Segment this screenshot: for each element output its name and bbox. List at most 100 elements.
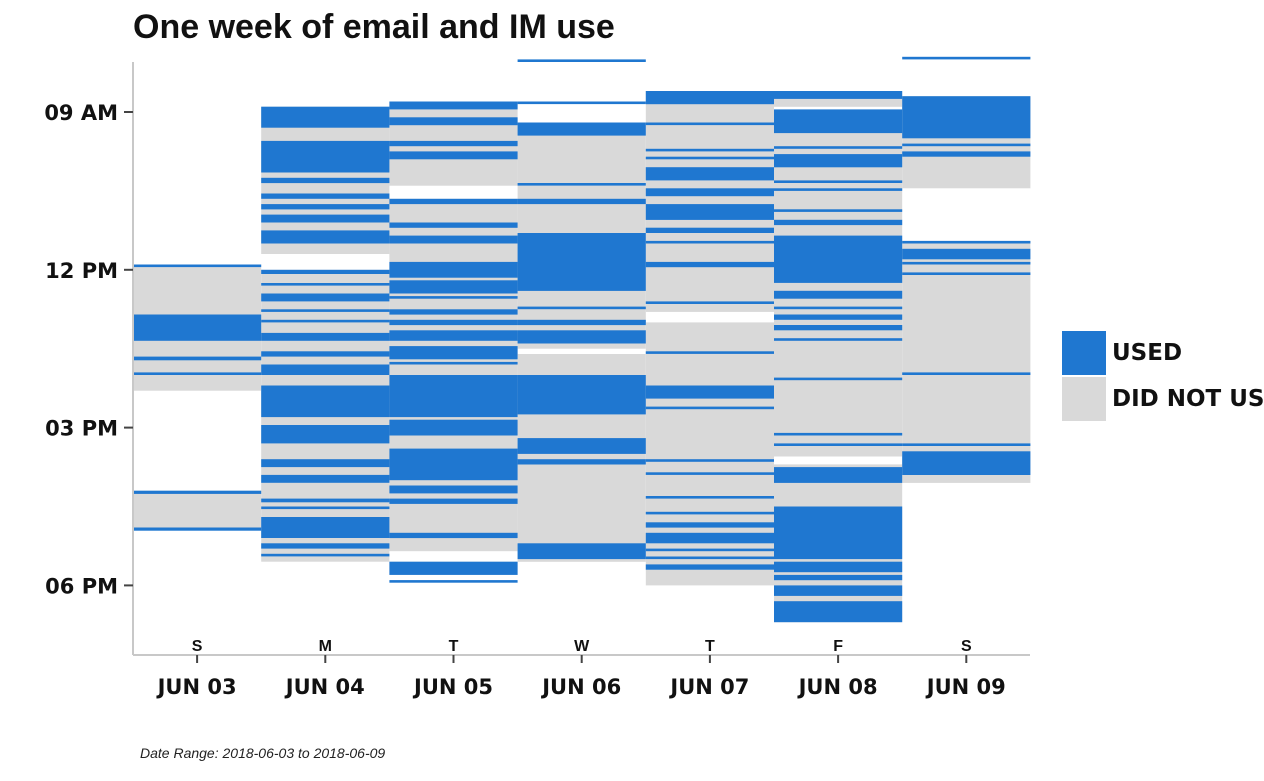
used-cell xyxy=(261,214,390,223)
used-cell xyxy=(261,425,390,444)
used-cell xyxy=(261,364,390,375)
used-cell xyxy=(261,204,390,210)
used-cell xyxy=(261,293,390,302)
used-cell xyxy=(902,151,1031,157)
used-cell xyxy=(774,601,903,623)
used-cell xyxy=(645,459,774,462)
used-cell xyxy=(902,96,1031,139)
used-cell xyxy=(774,338,903,341)
date-tick-label: JUN 08 xyxy=(797,675,878,699)
legend-swatch-used xyxy=(1062,331,1106,375)
used-cell xyxy=(389,280,518,294)
used-cell xyxy=(389,261,518,278)
used-cell xyxy=(902,272,1031,275)
used-cell xyxy=(389,330,518,341)
used-cell xyxy=(261,351,390,357)
used-cell xyxy=(645,167,774,181)
used-cell xyxy=(774,109,903,134)
used-cell xyxy=(902,248,1031,260)
weekday-label: S xyxy=(961,638,972,655)
used-cell xyxy=(774,467,903,483)
used-cell xyxy=(517,198,646,205)
used-cell xyxy=(261,269,390,274)
used-cell xyxy=(517,438,646,454)
used-cell xyxy=(517,543,646,560)
x-axis-ticks: S JUN 03 M JUN 04 T JUN 05 W JUN 06 T JUN 07 F JUN … xyxy=(156,638,1006,699)
used-cell xyxy=(389,101,518,110)
used-cell xyxy=(389,485,518,494)
used-cell xyxy=(774,188,903,191)
date-tick-label: JUN 03 xyxy=(156,675,237,699)
weekday-label: F xyxy=(833,638,843,655)
used-cell xyxy=(645,240,774,244)
weekday-label: M xyxy=(319,638,332,655)
unused-cell xyxy=(774,114,903,457)
used-cell xyxy=(133,264,262,268)
used-cell xyxy=(261,193,390,199)
used-cell xyxy=(645,406,774,410)
used-cell xyxy=(645,227,774,233)
used-cell xyxy=(517,375,646,415)
used-cell xyxy=(774,154,903,168)
used-cell xyxy=(774,146,903,149)
used-cell xyxy=(261,385,390,418)
used-cell xyxy=(774,235,903,283)
used-cell xyxy=(389,532,518,539)
used-cell xyxy=(645,472,774,475)
date-tick-label: JUN 09 xyxy=(925,675,1006,699)
used-cell xyxy=(389,222,518,228)
used-cell xyxy=(389,235,518,244)
used-cell xyxy=(645,188,774,197)
date-tick-label: JUN 07 xyxy=(668,675,749,699)
used-cell xyxy=(389,346,518,360)
date-range-caption: Date Range: 2018-06-03 to 2018-06-09 xyxy=(140,745,386,761)
used-cell xyxy=(645,556,774,560)
used-cell xyxy=(645,148,774,152)
weekday-label: S xyxy=(192,638,203,655)
used-cell xyxy=(902,56,1031,60)
used-cell xyxy=(774,561,903,573)
used-cell xyxy=(261,106,390,128)
chart-title: One week of email and IM use xyxy=(133,8,615,46)
used-cell xyxy=(261,283,390,286)
used-cell xyxy=(774,432,903,436)
used-cell xyxy=(389,448,518,481)
used-cell xyxy=(261,543,390,549)
weekday-label: T xyxy=(449,638,459,655)
used-cell xyxy=(902,451,1031,475)
weekday-label: T xyxy=(705,638,715,655)
legend-swatch-did-not-use xyxy=(1062,377,1106,421)
used-cell xyxy=(517,319,646,326)
used-cell xyxy=(389,498,518,504)
used-cell xyxy=(645,522,774,528)
used-cell xyxy=(389,296,518,299)
used-cell xyxy=(517,330,646,344)
unused-cell xyxy=(645,91,774,312)
used-cell xyxy=(389,561,518,575)
used-cell xyxy=(645,548,774,552)
used-cell xyxy=(645,511,774,515)
used-cell xyxy=(774,377,903,381)
used-cell xyxy=(133,490,262,494)
used-cell xyxy=(517,233,646,291)
date-tick-label: JUN 04 xyxy=(284,675,365,699)
used-cell xyxy=(774,443,903,446)
used-cell xyxy=(261,517,390,538)
used-cell xyxy=(645,496,774,499)
used-cell xyxy=(517,306,646,310)
used-cell xyxy=(902,372,1031,375)
used-cell xyxy=(261,230,390,244)
used-cell xyxy=(261,498,390,503)
used-cell xyxy=(517,59,646,62)
used-cell xyxy=(389,198,518,205)
used-cell xyxy=(774,209,903,212)
used-cell xyxy=(774,585,903,596)
used-cell xyxy=(774,91,903,99)
used-cell xyxy=(261,332,390,341)
used-cell xyxy=(261,140,390,173)
used-cell xyxy=(517,183,646,186)
legend-label-used: USED xyxy=(1112,340,1183,366)
used-cell xyxy=(774,306,903,310)
used-cell xyxy=(389,319,518,326)
used-cell xyxy=(389,140,518,147)
